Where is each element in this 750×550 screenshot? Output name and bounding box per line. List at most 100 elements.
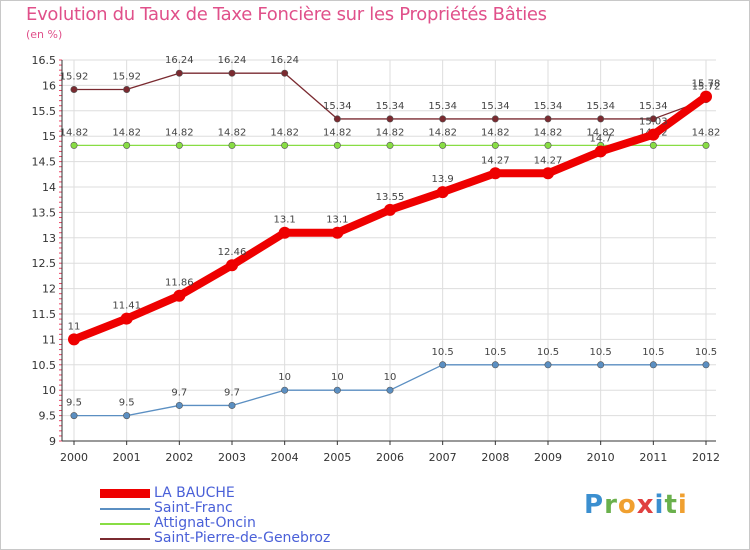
data-point-la-bauche xyxy=(331,226,344,239)
data-label-saint-franc: 10.5 xyxy=(695,347,717,358)
data-label-la-bauche: 15.78 xyxy=(692,79,721,90)
y-tick-label: 11.5 xyxy=(32,308,57,321)
data-label-la-bauche: 13.1 xyxy=(326,215,348,226)
data-point-attignat-oncin xyxy=(439,141,447,149)
data-label-attignat-oncin: 14.82 xyxy=(218,127,247,138)
data-point-saint-pierre-de-genebroz xyxy=(597,115,605,123)
legend-label: Attignat-Oncin xyxy=(154,515,256,531)
legend-label: LA BAUCHE xyxy=(154,485,235,501)
y-tick-label: 14 xyxy=(42,181,56,194)
data-point-saint-franc xyxy=(228,401,236,409)
data-label-saint-pierre-de-genebroz: 15.72 xyxy=(692,82,721,93)
legend-item-la-bauche: LA BAUCHE xyxy=(100,486,330,501)
legend-item-saint-pierre: Saint-Pierre-de-Genebroz xyxy=(100,531,330,546)
data-point-attignat-oncin xyxy=(702,141,710,149)
x-tick-label: 2000 xyxy=(60,451,88,464)
data-label-la-bauche: 11.41 xyxy=(112,301,141,312)
data-point-saint-franc xyxy=(333,386,341,394)
data-label-saint-franc: 9.7 xyxy=(224,387,240,398)
x-tick-label: 2003 xyxy=(218,451,246,464)
legend-label: Saint-Pierre-de-Genebroz xyxy=(154,530,331,546)
y-tick-label: 11 xyxy=(42,333,56,346)
data-label-saint-franc: 10.5 xyxy=(484,347,506,358)
data-label-la-bauche: 13.1 xyxy=(274,215,296,226)
data-label-la-bauche: 11 xyxy=(68,321,81,332)
data-point-la-bauche xyxy=(700,90,712,103)
data-label-saint-franc: 10 xyxy=(331,372,344,383)
data-label-attignat-oncin: 14.82 xyxy=(534,127,563,138)
data-label-la-bauche: 13.55 xyxy=(376,192,405,203)
data-point-saint-pierre-de-genebroz xyxy=(175,69,183,77)
y-tick-label: 14.5 xyxy=(32,156,57,169)
data-label-saint-pierre-de-genebroz: 15.34 xyxy=(376,101,405,112)
data-label-saint-franc: 10.5 xyxy=(642,347,664,358)
legend-swatch-la-bauche xyxy=(100,489,150,498)
data-label-la-bauche: 13.9 xyxy=(432,174,454,185)
x-tick-label: 2007 xyxy=(429,451,457,464)
data-label-saint-franc: 10 xyxy=(384,372,397,383)
legend-label: Saint-Franc xyxy=(154,500,233,516)
data-label-la-bauche: 14.27 xyxy=(481,155,510,166)
data-point-la-bauche xyxy=(278,226,291,239)
data-point-attignat-oncin xyxy=(386,141,394,149)
y-tick-label: 15 xyxy=(42,130,56,143)
data-point-saint-pierre-de-genebroz xyxy=(123,85,131,93)
data-point-saint-pierre-de-genebroz xyxy=(333,115,341,123)
data-point-saint-franc xyxy=(544,361,552,369)
y-tick-label: 13 xyxy=(42,232,56,245)
data-point-saint-franc xyxy=(70,412,78,420)
legend-swatch-saint-franc xyxy=(100,507,150,510)
data-label-saint-franc: 10.5 xyxy=(537,347,559,358)
data-point-saint-pierre-de-genebroz xyxy=(649,115,657,123)
data-label-la-bauche: 14.27 xyxy=(534,155,563,166)
y-tick-label: 16.5 xyxy=(32,54,57,67)
data-label-saint-pierre-de-genebroz: 16.24 xyxy=(165,55,194,66)
data-label-saint-franc: 9.7 xyxy=(171,387,187,398)
data-label-attignat-oncin: 14.82 xyxy=(692,127,721,138)
data-label-saint-pierre-de-genebroz: 16.24 xyxy=(218,55,247,66)
data-point-la-bauche xyxy=(384,203,396,216)
chart-title: Evolution du Taux de Taxe Foncière sur l… xyxy=(26,4,547,25)
data-point-saint-pierre-de-genebroz xyxy=(439,115,447,123)
y-tick-label: 9.5 xyxy=(39,410,57,423)
data-label-la-bauche: 14.7 xyxy=(590,133,612,144)
data-point-la-bauche xyxy=(647,128,660,141)
data-point-saint-pierre-de-genebroz xyxy=(386,115,394,123)
y-tick-label: 10.5 xyxy=(32,359,57,372)
data-point-saint-pierre-de-genebroz xyxy=(228,69,236,77)
data-label-attignat-oncin: 14.82 xyxy=(270,127,299,138)
data-point-attignat-oncin xyxy=(175,141,183,149)
x-tick-label: 2012 xyxy=(692,451,720,464)
plot-area xyxy=(62,60,716,441)
y-tick-label: 12 xyxy=(42,283,56,296)
data-point-la-bauche xyxy=(68,333,80,346)
y-tick-label: 16 xyxy=(42,79,56,92)
data-point-saint-franc xyxy=(123,412,131,420)
data-label-saint-pierre-de-genebroz: 15.34 xyxy=(323,101,352,112)
data-point-attignat-oncin xyxy=(70,141,78,149)
data-point-saint-franc xyxy=(175,401,183,409)
data-label-saint-pierre-de-genebroz: 15.34 xyxy=(481,101,510,112)
data-label-saint-franc: 9.5 xyxy=(66,398,82,409)
data-point-saint-pierre-de-genebroz xyxy=(544,115,552,123)
legend-item-saint-franc: Saint-Franc xyxy=(100,501,330,516)
data-label-attignat-oncin: 14.82 xyxy=(481,127,510,138)
data-label-saint-pierre-de-genebroz: 15.34 xyxy=(639,101,668,112)
data-point-saint-franc xyxy=(439,361,447,369)
x-tick-label: 2002 xyxy=(165,451,193,464)
data-point-la-bauche xyxy=(173,289,186,302)
data-point-attignat-oncin xyxy=(491,141,499,149)
data-label-saint-pierre-de-genebroz: 15.92 xyxy=(60,71,89,82)
data-label-attignat-oncin: 14.82 xyxy=(60,127,89,138)
data-label-attignat-oncin: 14.82 xyxy=(586,127,615,138)
data-point-saint-franc xyxy=(702,361,710,369)
data-point-la-bauche xyxy=(594,145,607,158)
x-tick-label: 2004 xyxy=(271,451,299,464)
data-point-la-bauche xyxy=(436,186,449,199)
data-point-saint-pierre-de-genebroz xyxy=(281,69,289,77)
data-point-attignat-oncin xyxy=(281,141,289,149)
data-point-saint-franc xyxy=(597,361,605,369)
data-point-saint-pierre-de-genebroz xyxy=(70,85,78,93)
data-label-la-bauche: 15.03 xyxy=(639,117,668,128)
